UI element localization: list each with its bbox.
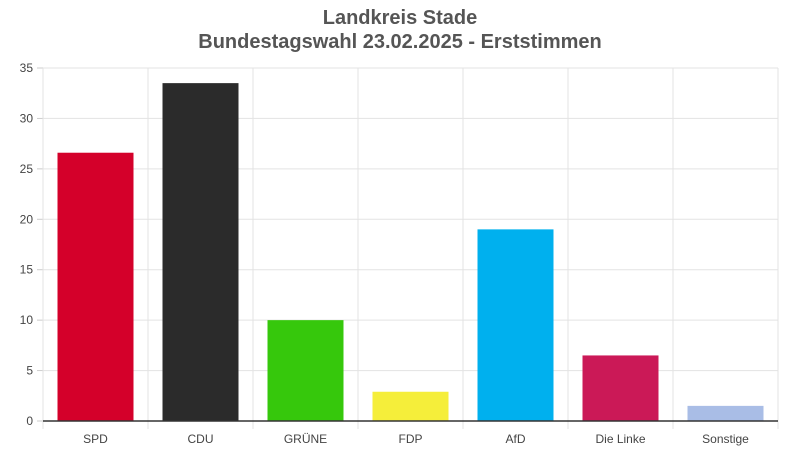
x-tick-label: Die Linke [595,432,645,446]
y-tick-label: 25 [20,162,34,176]
x-tick-label: AfD [505,432,525,446]
x-tick-label: SPD [83,432,108,446]
x-tick-label: GRÜNE [284,432,327,446]
y-tick-label: 0 [26,414,33,428]
x-tick-label: CDU [188,432,214,446]
bar-spd [57,152,134,421]
y-tick-label: 30 [20,111,34,125]
y-tick-label: 35 [20,61,34,75]
x-tick-label: FDP [399,432,423,446]
chart-subtitle: Bundestagswahl 23.02.2025 - Erststimmen [198,31,602,53]
bar-sonstige [687,405,764,421]
x-tick-label: Sonstige [702,432,749,446]
bar-fdp [372,391,449,421]
y-tick-label: 10 [20,313,34,327]
y-tick-label: 20 [20,212,34,226]
bar-afd [477,229,554,421]
bar-cdu [162,83,239,421]
chart-title: Landkreis Stade [322,7,478,29]
y-tick-label: 15 [20,263,34,277]
y-tick-label: 5 [26,364,33,378]
chart-title-block: Landkreis Stade Bundestagswahl 23.02.202… [0,6,800,54]
bar-die-linke [582,355,659,421]
bar-grüne [267,320,344,421]
